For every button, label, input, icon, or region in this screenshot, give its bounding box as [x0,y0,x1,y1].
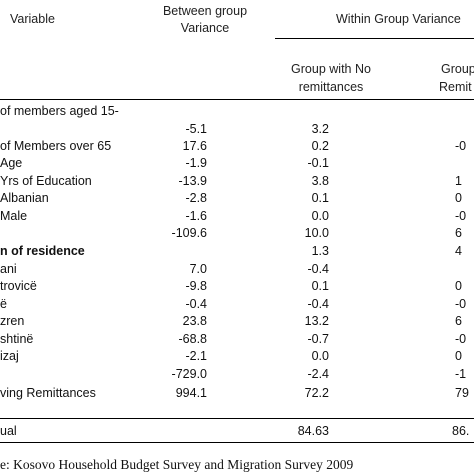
header-remittances-line2: Remit [439,80,472,94]
table-row: ving Remittances 994.1 72.2 79 [0,386,474,403]
remittance-value: -0 [455,209,467,223]
remittance-value: -0 [455,139,467,153]
between-value: -9.8 [185,279,207,293]
remittance-value: -1 [455,367,467,381]
row-label: ë [0,297,7,311]
no-remittance-value: 10.0 [304,226,329,240]
remittance-value: 4 [455,244,462,258]
total-bottom-rule [0,442,474,443]
remittance-value: 6 [455,226,462,240]
between-value: 23.8 [182,314,207,328]
header-between-line1: Between group [162,4,248,18]
no-remittance-value: 0.0 [311,349,329,363]
remittance-value: 0 [455,191,462,205]
no-remittance-value: 0.1 [311,279,329,293]
remittance-value: -0 [455,297,467,311]
table-row: ani 7.0 -0.4 [0,262,474,279]
header-within-group: Within Group Variance [336,12,461,26]
no-remittance-value: 0.2 [311,139,329,153]
table-row: Male -1.6 0.0 -0 [0,209,474,226]
table-row: zren 23.8 13.2 6 [0,314,474,331]
table-row: -5.1 3.2 [0,122,474,139]
no-remittance-value: 0.0 [311,209,329,223]
header-no-remittances-line1: Group with No [291,62,371,76]
remittance-value: -0 [455,332,467,346]
table-row: -729.0 -2.4 -1 [0,367,474,384]
no-remittance-value: -2.4 [307,367,329,381]
no-remittance-value: -0.7 [307,332,329,346]
table-row: n of residence 1.3 4 [0,244,474,261]
remittance-value: 0 [455,349,462,363]
row-label: izaj [0,349,19,363]
between-value: -729.0 [171,367,207,381]
remittance-value: 0 [455,279,462,293]
table-row: ë -0.4 -0.4 -0 [0,297,474,314]
header-bottom-rule [0,99,474,100]
between-value: -109.6 [171,226,207,240]
total-top-rule [0,418,474,419]
between-value: 994.1 [175,386,207,400]
table-row: izaj -2.1 0.0 0 [0,349,474,366]
row-label: Albanian [0,191,49,205]
row-label: Age [0,156,23,170]
no-remittance-value: 13.2 [304,314,329,328]
row-label: of Members over 65 [0,139,112,153]
header-variable: Variable [10,12,55,26]
no-remittance-value: 1.3 [311,244,329,258]
no-remittance-value: -0.4 [307,262,329,276]
row-label: ani [0,262,17,276]
table-row: -109.6 10.0 6 [0,226,474,243]
table-row: of members aged 15- [0,104,474,121]
between-value: 7.0 [189,262,207,276]
row-label: of members aged 15- [0,104,119,118]
between-value: -1.6 [185,209,207,223]
between-value: -5.1 [185,122,207,136]
row-label: Male [0,209,28,223]
row-label: ving Remittances [0,386,96,400]
between-value: -2.1 [185,349,207,363]
table-row: Albanian -2.8 0.1 0 [0,191,474,208]
header-between-line2: Variance [180,21,230,35]
table-row: of Members over 65 17.6 0.2 -0 [0,139,474,156]
remittance-value: 1 [455,174,462,188]
between-value: -0.4 [185,297,207,311]
no-remittance-value: -0.1 [307,156,329,170]
no-remittance-value: -0.4 [307,297,329,311]
no-remittance-value: 0.1 [311,191,329,205]
between-value: -13.9 [178,174,208,188]
remittance-value: 6 [455,314,462,328]
total-no-remittance-value: 84.63 [297,424,329,438]
total-remittance-value: 86. [452,424,470,438]
no-remittance-value: 3.2 [311,122,329,136]
no-remittance-value: 72.2 [304,386,329,400]
between-value: -68.8 [178,332,208,346]
source-note: e: Kosovo Household Budget Survey and Mi… [0,457,354,472]
header-remittances-line1: Group [441,62,474,76]
row-label: shtinë [0,332,34,346]
header-no-remittances-line2: remittances [298,80,364,94]
row-label: zren [0,314,25,328]
table-row: Yrs of Education -13.9 3.8 1 [0,174,474,191]
between-value: -1.9 [185,156,207,170]
total-row: ual 84.63 86. [0,424,474,441]
row-label: Yrs of Education [0,174,92,188]
total-label: ual [0,424,17,438]
no-remittance-value: 3.8 [311,174,329,188]
table-row: shtinë -68.8 -0.7 -0 [0,332,474,349]
section-heading: n of residence [0,244,85,258]
table-row: trovicë -9.8 0.1 0 [0,279,474,296]
remittance-value: 79 [455,386,469,400]
within-header-rule [275,38,474,39]
row-label: trovicë [0,279,37,293]
between-value: 17.6 [182,139,207,153]
between-value: -2.8 [185,191,207,205]
table-row: Age -1.9 -0.1 [0,156,474,173]
